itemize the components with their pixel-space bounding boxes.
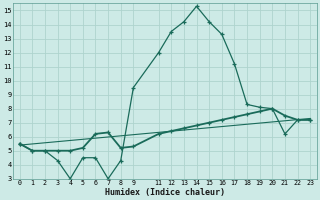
X-axis label: Humidex (Indice chaleur): Humidex (Indice chaleur) <box>105 188 225 197</box>
